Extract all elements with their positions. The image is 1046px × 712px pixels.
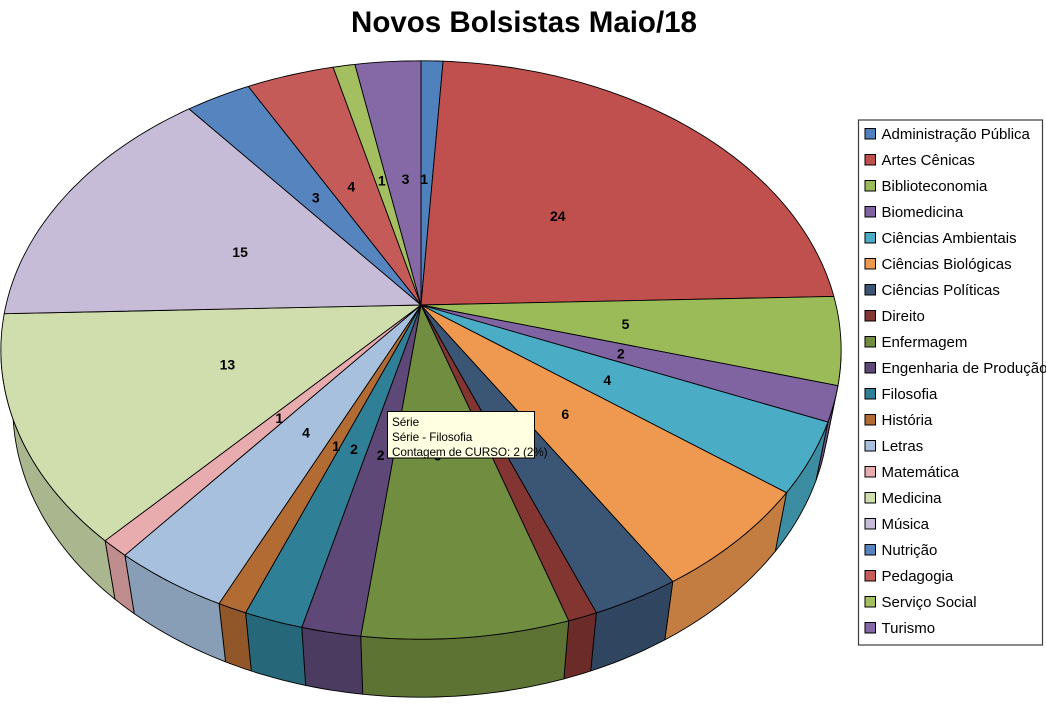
- svg-text:2: 2: [617, 345, 625, 361]
- svg-text:Engenharia de Produção: Engenharia de Produção: [882, 360, 1046, 377]
- svg-text:3: 3: [312, 189, 320, 205]
- svg-text:1: 1: [378, 173, 386, 189]
- svg-text:Serviço Social: Serviço Social: [882, 594, 977, 611]
- svg-text:4: 4: [302, 425, 310, 441]
- svg-text:Ciências Ambientais: Ciências Ambientais: [882, 230, 1017, 247]
- svg-text:Contagem de CURSO: 2 (2%): Contagem de CURSO: 2 (2%): [392, 445, 548, 459]
- svg-text:15: 15: [232, 244, 248, 260]
- svg-text:Medicina: Medicina: [882, 490, 943, 507]
- svg-text:6: 6: [561, 406, 569, 422]
- svg-text:Direito: Direito: [882, 308, 925, 325]
- svg-text:4: 4: [347, 179, 355, 195]
- svg-text:Administração Pública: Administração Pública: [882, 126, 1031, 143]
- svg-text:Série: Série: [392, 415, 420, 429]
- svg-text:Música: Música: [882, 516, 930, 533]
- svg-text:História: História: [882, 412, 934, 429]
- svg-text:Enfermagem: Enfermagem: [882, 334, 968, 351]
- svg-text:Série - Filosofia: Série - Filosofia: [392, 430, 473, 444]
- svg-text:13: 13: [220, 357, 236, 373]
- svg-text:4: 4: [603, 372, 611, 388]
- svg-text:Novos Bolsistas Maio/18: Novos Bolsistas Maio/18: [351, 6, 697, 39]
- svg-text:Biomedicina: Biomedicina: [882, 204, 964, 221]
- svg-text:Nutrição: Nutrição: [882, 542, 938, 559]
- svg-text:Ciências Biológicas: Ciências Biológicas: [882, 256, 1012, 273]
- svg-text:3: 3: [402, 171, 410, 187]
- svg-text:1: 1: [332, 438, 340, 454]
- svg-text:Matemática: Matemática: [882, 464, 960, 481]
- svg-text:1: 1: [420, 171, 428, 187]
- svg-text:2: 2: [377, 447, 385, 463]
- svg-text:1: 1: [275, 410, 283, 426]
- svg-text:24: 24: [550, 208, 566, 224]
- svg-text:Ciências Políticas: Ciências Políticas: [882, 282, 1000, 299]
- svg-text:Turismo: Turismo: [882, 620, 936, 637]
- svg-text:Filosofia: Filosofia: [882, 386, 939, 403]
- svg-text:Biblioteconomia: Biblioteconomia: [882, 178, 989, 195]
- svg-text:Letras: Letras: [882, 438, 924, 455]
- svg-text:5: 5: [622, 316, 630, 332]
- svg-text:2: 2: [350, 441, 358, 457]
- svg-text:Pedagogia: Pedagogia: [882, 568, 954, 585]
- svg-text:Artes Cênicas: Artes Cênicas: [882, 152, 975, 169]
